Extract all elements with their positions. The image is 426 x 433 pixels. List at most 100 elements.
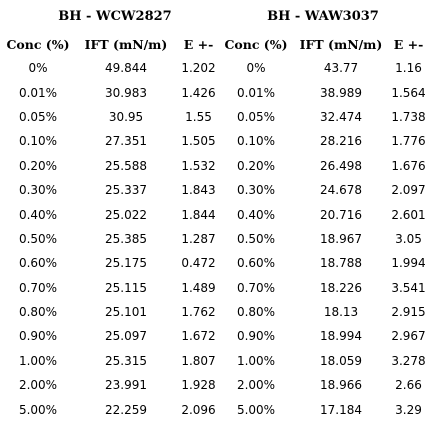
ift-cell: 49.844: [105, 61, 147, 76]
conc-cell: 0.40%: [236, 207, 276, 222]
ift-cell: 28.216: [320, 134, 362, 149]
error-cell: 1.489: [181, 280, 216, 295]
error-cell: 2.096: [181, 402, 216, 417]
ift-cell: 26.498: [320, 158, 362, 173]
ift-cell: 25.097: [105, 329, 147, 344]
conc-cell: 0.60%: [18, 256, 58, 271]
error-cell: 1.844: [181, 207, 216, 222]
table-row: 0.01% 30.983 1.426 0.01% 38.989 1.564: [0, 80, 426, 104]
ift-cell: 18.13: [323, 305, 359, 320]
conc-cell: 0.70%: [18, 280, 58, 295]
error-cell: 1.55: [185, 109, 212, 124]
table-row: 0.20% 25.588 1.532 0.20% 26.498 1.676: [0, 154, 426, 178]
table-row: 0.70% 25.115 1.489 0.70% 18.226 3.541: [0, 276, 426, 300]
ift-cell: 25.101: [105, 305, 147, 320]
ift-data-table: Conc (%) IFT (mN/m) E +- Conc (%) IFT (m…: [0, 32, 426, 422]
conc-cell: 2.00%: [18, 378, 58, 393]
ift-cell: 43.77: [323, 61, 359, 76]
ift-cell: 25.175: [105, 256, 147, 271]
column-header: E +-: [393, 36, 424, 52]
conc-cell: 0.10%: [236, 134, 276, 149]
error-cell: 1.994: [391, 256, 426, 271]
table-row: 0.05% 30.95 1.55 0.05% 32.474 1.738: [0, 105, 426, 129]
ift-cell: 18.967: [320, 231, 362, 246]
ift-cell: 25.115: [105, 280, 147, 295]
table-row: 0.60% 25.175 0.472 0.60% 18.788 1.994: [0, 251, 426, 275]
error-cell: 2.601: [391, 207, 426, 222]
error-cell: 1.738: [391, 109, 426, 124]
conc-cell: 0.05%: [18, 109, 58, 124]
ift-cell: 22.259: [105, 402, 147, 417]
conc-cell: 0.01%: [18, 85, 58, 100]
table-row: 0.90% 25.097 1.672 0.90% 18.994 2.967: [0, 324, 426, 348]
ift-cell: 18.788: [320, 256, 362, 271]
conc-cell: 0.01%: [236, 85, 276, 100]
column-header: E +-: [183, 36, 214, 52]
table-row: 0.40% 25.022 1.844 0.40% 20.716 2.601: [0, 202, 426, 226]
conc-cell: 0.90%: [18, 329, 58, 344]
table-body: 0% 49.844 1.202 0% 43.77 1.16 0.01% 30.983 1.426…: [0, 56, 426, 422]
error-cell: 1.928: [181, 378, 216, 393]
error-cell: 3.278: [391, 353, 426, 368]
ift-cell: 30.983: [105, 85, 147, 100]
ift-cell: 23.991: [105, 378, 147, 393]
error-cell: 1.532: [181, 158, 216, 173]
conc-cell: 1.00%: [236, 353, 276, 368]
table-row: 0.50% 25.385 1.287 0.50% 18.967 3.05: [0, 227, 426, 251]
conc-cell: 0.20%: [236, 158, 276, 173]
ift-cell: 25.315: [105, 353, 147, 368]
error-cell: 1.762: [181, 305, 216, 320]
column-header: IFT (mN/m): [299, 36, 383, 52]
error-cell: 1.776: [391, 134, 426, 149]
table-row: 2.00% 23.991 1.928 2.00% 18.966 2.66: [0, 373, 426, 397]
table-row: 0.10% 27.351 1.505 0.10% 28.216 1.776: [0, 129, 426, 153]
conc-cell: 2.00%: [236, 378, 276, 393]
conc-cell: 0.30%: [18, 183, 58, 198]
conc-cell: 0.30%: [236, 183, 276, 198]
ift-cell: 25.588: [105, 158, 147, 173]
error-cell: 1.505: [181, 134, 216, 149]
ift-cell: 27.351: [105, 134, 147, 149]
error-cell: 3.05: [395, 231, 422, 246]
ift-cell: 18.059: [320, 353, 362, 368]
ift-cell: 20.716: [320, 207, 362, 222]
conc-cell: 0.05%: [236, 109, 276, 124]
column-header: Conc (%): [224, 36, 288, 52]
group-title-waw3037: BH - WAW3037: [267, 9, 379, 24]
conc-cell: 0.20%: [18, 158, 58, 173]
conc-cell: 0%: [28, 61, 48, 76]
error-cell: 0.472: [181, 256, 216, 271]
ift-cell: 32.474: [320, 109, 362, 124]
table-row: 0% 49.844 1.202 0% 43.77 1.16: [0, 56, 426, 80]
error-cell: 1.287: [181, 231, 216, 246]
conc-cell: 0.80%: [236, 305, 276, 320]
table-row: 0.80% 25.101 1.762 0.80% 18.13 2.915: [0, 300, 426, 324]
error-cell: 2.967: [391, 329, 426, 344]
error-cell: 1.426: [181, 85, 216, 100]
error-cell: 3.541: [391, 280, 426, 295]
conc-cell: 5.00%: [18, 402, 58, 417]
ift-cell: 24.678: [320, 183, 362, 198]
ift-cell: 25.022: [105, 207, 147, 222]
error-cell: 2.915: [391, 305, 426, 320]
ift-cell: 18.994: [320, 329, 362, 344]
ift-cell: 18.966: [320, 378, 362, 393]
error-cell: 2.66: [395, 378, 422, 393]
error-cell: 1.564: [391, 85, 426, 100]
error-cell: 1.843: [181, 183, 216, 198]
table-row: 5.00% 22.259 2.096 5.00% 17.184 3.29: [0, 397, 426, 421]
conc-cell: 5.00%: [236, 402, 276, 417]
conc-cell: 0.40%: [18, 207, 58, 222]
error-cell: 3.29: [395, 402, 422, 417]
error-cell: 2.097: [391, 183, 426, 198]
header-row: Conc (%) IFT (mN/m) E +- Conc (%) IFT (m…: [0, 32, 426, 56]
ift-cell: 18.226: [320, 280, 362, 295]
ift-cell: 25.385: [105, 231, 147, 246]
error-cell: 1.807: [181, 353, 216, 368]
error-cell: 1.202: [181, 61, 216, 76]
conc-cell: 0.90%: [236, 329, 276, 344]
ift-cell: 38.989: [320, 85, 362, 100]
conc-cell: 0%: [246, 61, 266, 76]
ift-cell: 17.184: [320, 402, 362, 417]
